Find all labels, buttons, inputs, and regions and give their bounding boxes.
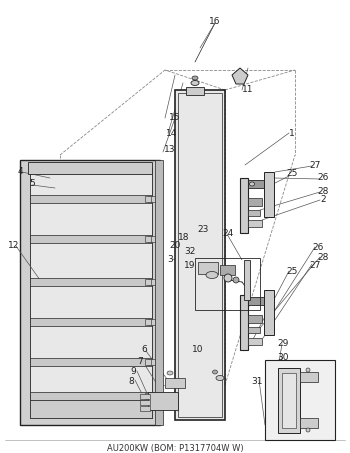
Bar [145,236,151,242]
Bar [145,196,151,202]
Bar [248,315,262,323]
Text: 7: 7 [137,357,143,366]
Bar [265,360,335,440]
Bar [30,195,152,203]
Text: 16: 16 [209,18,221,26]
Bar [148,236,156,242]
Bar [145,393,151,399]
Bar [145,359,151,365]
Text: 9: 9 [130,367,136,376]
Bar [148,393,156,399]
Polygon shape [232,68,248,84]
Ellipse shape [191,81,199,86]
Bar [248,220,262,227]
Text: 5: 5 [29,179,35,188]
Text: 8: 8 [128,376,134,386]
Text: 4: 4 [17,168,23,177]
Bar [264,172,274,217]
Bar [248,327,260,333]
Bar [30,400,152,418]
Text: 26: 26 [317,173,329,183]
Bar [282,373,296,428]
Bar [148,196,156,202]
Bar [186,87,204,95]
Bar [244,260,250,300]
Bar [30,235,152,243]
Bar [175,90,225,420]
Polygon shape [30,168,152,418]
Bar [195,258,260,310]
Text: 6: 6 [141,346,147,355]
Bar [165,378,185,388]
Bar [145,279,151,285]
Bar [240,178,248,233]
Bar [148,319,156,325]
Ellipse shape [233,277,239,283]
Text: 12: 12 [8,241,20,251]
Text: 27: 27 [309,260,321,270]
Ellipse shape [306,368,310,372]
Text: 2: 2 [320,196,326,204]
Text: 1: 1 [289,129,295,138]
Bar [148,359,156,365]
Text: 15: 15 [169,114,181,122]
Bar [278,368,300,433]
Ellipse shape [250,182,254,186]
Bar [30,278,152,286]
Bar [140,400,150,405]
Ellipse shape [167,371,173,375]
Text: 28: 28 [317,187,329,196]
Text: 24: 24 [222,228,234,237]
Bar [28,162,152,174]
Bar [248,338,262,345]
Bar [300,418,318,428]
Text: 25: 25 [286,268,298,276]
Text: 32: 32 [184,247,196,256]
Ellipse shape [224,274,232,282]
Bar [264,290,274,335]
Ellipse shape [212,370,217,374]
Ellipse shape [206,271,218,279]
Ellipse shape [216,376,224,381]
Ellipse shape [192,76,198,80]
Bar [248,210,260,216]
Text: 13: 13 [164,145,176,154]
Bar [30,318,152,326]
Text: 25: 25 [286,169,298,178]
Bar [248,297,264,305]
Text: AU200KW (BOM: P1317704W W): AU200KW (BOM: P1317704W W) [107,443,243,453]
Bar [30,358,152,366]
Text: 26: 26 [312,242,324,251]
Text: 23: 23 [197,225,209,233]
Bar [30,392,152,400]
Bar [140,406,150,411]
Bar [145,319,151,325]
Bar [240,295,248,350]
Bar [148,279,156,285]
Ellipse shape [306,428,310,432]
Bar [148,392,178,410]
Bar [248,198,262,206]
Text: 14: 14 [166,129,178,138]
Polygon shape [20,160,160,425]
Bar [140,394,150,399]
Text: 31: 31 [251,376,263,386]
Bar [248,180,264,188]
Bar [178,93,222,417]
Text: 18: 18 [178,232,190,241]
Text: 27: 27 [309,160,321,169]
Text: 3: 3 [167,255,173,264]
Text: 20: 20 [169,241,181,250]
Text: 19: 19 [184,260,196,270]
Bar [155,160,163,425]
Bar [300,372,318,382]
Bar [198,262,218,274]
Text: 30: 30 [277,352,289,361]
Text: 29: 29 [277,338,289,347]
Text: 28: 28 [317,254,329,262]
Text: 10: 10 [192,344,204,353]
Text: 11: 11 [242,86,254,95]
Bar [220,265,235,275]
